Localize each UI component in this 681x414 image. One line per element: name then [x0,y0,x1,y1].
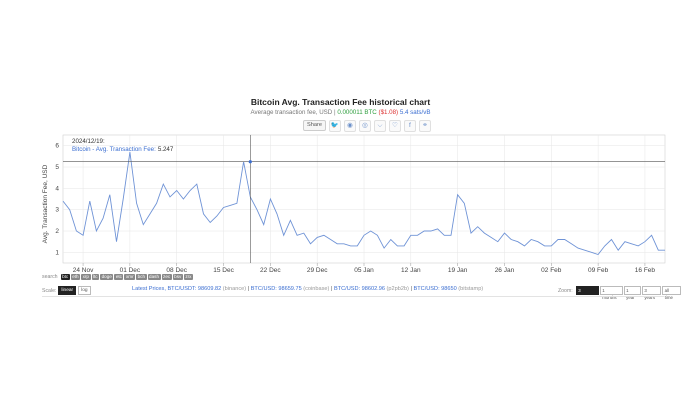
price-source-bitstamp: (bitstamp) [458,286,484,292]
x-tick-label: 24 Nov [73,267,94,274]
x-tick-label: 26 Jan [495,267,515,274]
coin-chip-doge[interactable]: doge [100,274,114,280]
tooltip-date: 2024/12/19: [72,138,105,145]
subtitle-prefix: Average transaction fee, USD | [250,109,336,116]
subtitle-btc-value: 0.000011 BTC [337,109,377,116]
coin-chip-xmr[interactable]: xmr [124,274,136,280]
chart-subtitle: Average transaction fee, USD | 0.000011 … [0,109,681,116]
x-tick-label: 16 Feb [635,267,656,274]
tooltip-value: 5.247 [158,146,174,153]
subtitle-usd-value: ($1.08) [378,109,399,116]
coin-chip-zrx[interactable]: zrx [183,274,193,280]
zoom-1-months-button[interactable]: 1 months [599,286,623,300]
coin-selector: search btc eth xrp ltc doge etc xmr bch dash zec b… [42,274,193,280]
link-icon[interactable]: ⚭ [418,119,431,132]
x-tick-label: 05 Jan [354,267,374,274]
weibo-icon[interactable]: ◎ [358,119,371,132]
latest-prices: Latest Prices, BTC/USDT: 98609.82 (binan… [132,286,483,292]
x-tick-label: 02 Feb [541,267,562,274]
coin-chip-zec[interactable]: zec [161,274,172,280]
price-binance[interactable]: Latest Prices, BTC/USDT: 98609.82 [132,286,222,292]
coin-chip-bsv[interactable]: bsv [172,274,183,280]
price-coinbase[interactable]: BTC/USD: 98659.75 [250,286,302,292]
zoom-selector: Zoom: 3 months 1 months 1 year 3 years a… [558,286,681,300]
scale-label: Scale: [42,287,57,294]
zoom-3-years-button[interactable]: 3 years [641,286,662,300]
coin-chip-bch[interactable]: bch [136,274,147,280]
price-separator: | [247,286,250,292]
zoom-all-time-button[interactable]: all time [662,286,681,300]
search-label[interactable]: search [42,274,58,280]
price-source-coinbase: (coinbase) [303,286,330,292]
y-tick-label: 2 [55,228,59,235]
x-tick-label: 01 Dec [120,267,141,274]
zoom-label: Zoom: [558,287,573,294]
x-axis-ticks: 24 Nov 01 Dec 08 Dec 15 Dec 22 Dec 29 Dec 05 J… [73,263,656,274]
y-tick-label: 5 [55,164,59,171]
scale-log-button[interactable]: log [78,286,91,295]
zoom-3-months-button[interactable]: 3 months [575,286,599,300]
y-tick-label: 1 [55,249,59,256]
y-axis-label: Avg. Transaction Fee, USD [42,164,49,243]
y-tick-label: 3 [55,207,59,214]
x-tick-label: 15 Dec [213,267,234,274]
coin-chip-btc[interactable]: btc [60,274,70,280]
x-tick-label: 22 Dec [260,267,281,274]
footer-divider [42,296,664,297]
crosshair-marker [248,160,252,164]
reddit-icon[interactable]: ◉ [343,119,356,132]
x-tick-label: 09 Feb [588,267,609,274]
facebook-icon[interactable]: f [403,119,416,132]
price-separator: | [330,286,333,292]
zoom-1-year-button[interactable]: 1 year [623,286,641,300]
y-tick-label: 4 [55,185,59,192]
coin-chip-xrp[interactable]: xrp [81,274,91,280]
price-source-p2pb2b: (p2pb2b) [386,286,409,292]
y-tick-label: 6 [55,143,59,150]
price-source-binance: (binance) [222,286,247,292]
share-bar: Share 🐦 ◉ ◎ ⌵ ♡ f ⚭ [303,119,431,132]
tooltip-series: Bitcoin - Avg. Transaction Fee: 5.247 [72,146,174,153]
series-line [62,152,665,256]
y-axis-ticks: 1 2 3 4 5 6 [55,143,59,257]
coin-chip-ltc[interactable]: ltc [91,274,100,280]
scale-toggle: Scale: linear log [42,286,91,295]
twitter-icon[interactable]: 🐦 [328,119,341,132]
price-p2pb2b[interactable]: BTC/USD: 98602.96 [333,286,385,292]
share-button[interactable]: Share [303,120,326,131]
vk-icon[interactable]: ⌵ [373,119,386,132]
scale-linear-button[interactable]: linear [58,286,77,295]
subtitle-satvb: 5.4 sats/vB [399,109,431,116]
x-tick-label: 08 Dec [166,267,187,274]
x-tick-label: 12 Jan [401,267,421,274]
coin-chip-etc[interactable]: etc [114,274,124,280]
coin-chip-list: btc eth xrp ltc doge etc xmr bch dash zec bsv zrx [60,274,193,280]
x-tick-label: 29 Dec [307,267,328,274]
tooltip-series-label: Bitcoin - Avg. Transaction Fee: [72,146,156,153]
like-icon[interactable]: ♡ [388,119,401,132]
coin-chip-dash[interactable]: dash [147,274,161,280]
price-bitstamp[interactable]: BTC/USD: 98650 [413,286,457,292]
chart-title: Bitcoin Avg. Transaction Fee historical … [250,97,431,107]
chart-grid [62,134,666,264]
x-tick-label: 19 Jan [448,267,468,274]
price-separator: | [410,286,412,292]
coin-chip-eth[interactable]: eth [70,274,81,280]
